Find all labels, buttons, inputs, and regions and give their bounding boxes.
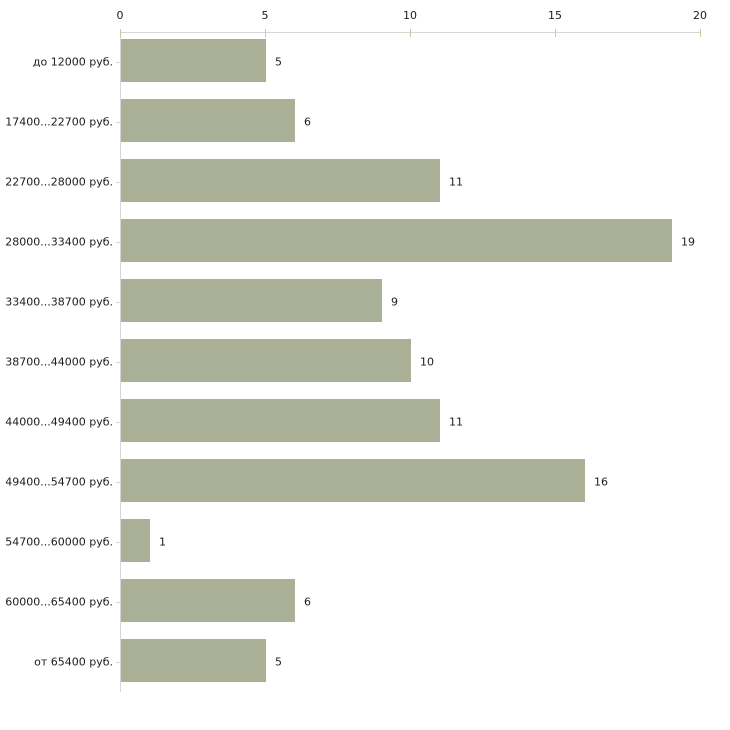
bar-row: от 65400 руб. 5 xyxy=(0,632,730,692)
x-axis-tick-label: 20 xyxy=(693,9,707,22)
bar-value-label: 19 xyxy=(681,235,695,249)
x-axis-tick-mark xyxy=(700,29,701,37)
bar-value-label: 1 xyxy=(159,535,166,549)
category-label: 28000...33400 руб. xyxy=(5,235,113,249)
bar xyxy=(121,159,440,202)
category-label: 17400...22700 руб. xyxy=(5,115,113,129)
bar-value-label: 6 xyxy=(304,595,311,609)
bar-value-label: 5 xyxy=(275,655,282,669)
category-label: 44000...49400 руб. xyxy=(5,415,113,429)
bar-value-label: 5 xyxy=(275,55,282,69)
y-axis-tick-mark xyxy=(116,602,120,603)
bar-row: 17400...22700 руб. 6 xyxy=(0,92,730,152)
bar-value-label: 10 xyxy=(420,355,434,369)
bar xyxy=(121,639,266,682)
category-label: 54700...60000 руб. xyxy=(5,535,113,549)
bar xyxy=(121,459,585,502)
y-axis-tick-mark xyxy=(116,422,120,423)
bar xyxy=(121,279,382,322)
y-axis-tick-mark xyxy=(116,662,120,663)
bar xyxy=(121,339,411,382)
category-label: 22700...28000 руб. xyxy=(5,175,113,189)
y-axis-line xyxy=(120,32,121,692)
bar-row: 60000...65400 руб. 6 xyxy=(0,572,730,632)
x-axis-tick-mark xyxy=(120,29,121,37)
y-axis-tick-mark xyxy=(116,62,120,63)
bar-row: до 12000 руб. 5 xyxy=(0,32,730,92)
bar xyxy=(121,39,266,82)
y-axis-tick-mark xyxy=(116,182,120,183)
bar-row: 54700...60000 руб. 1 xyxy=(0,512,730,572)
bar-row: 38700...44000 руб. 10 xyxy=(0,332,730,392)
bar-value-label: 11 xyxy=(449,415,463,429)
x-axis-tick-mark xyxy=(555,29,556,37)
x-axis-tick-label: 0 xyxy=(116,9,124,22)
x-axis-tick-label: 5 xyxy=(261,9,269,22)
x-axis-tick-mark xyxy=(265,29,266,37)
bar-value-label: 11 xyxy=(449,175,463,189)
bar-row: 49400...54700 руб. 16 xyxy=(0,452,730,512)
bar-value-label: 16 xyxy=(594,475,608,489)
x-axis-tick-mark xyxy=(410,29,411,37)
category-label: 49400...54700 руб. xyxy=(5,475,113,489)
category-label: 38700...44000 руб. xyxy=(5,355,113,369)
bar-row: 28000...33400 руб. 19 xyxy=(0,212,730,272)
bar xyxy=(121,579,295,622)
y-axis-tick-mark xyxy=(116,482,120,483)
bar xyxy=(121,399,440,442)
y-axis-tick-mark xyxy=(116,302,120,303)
bar-row: 22700...28000 руб. 11 xyxy=(0,152,730,212)
bar-row: 33400...38700 руб. 9 xyxy=(0,272,730,332)
category-label: от 65400 руб. xyxy=(34,655,113,669)
x-axis-tick-label: 10 xyxy=(403,9,417,22)
bar xyxy=(121,219,672,262)
category-label: до 12000 руб. xyxy=(32,55,113,69)
y-axis-tick-mark xyxy=(116,242,120,243)
bar xyxy=(121,99,295,142)
bar-value-label: 9 xyxy=(391,295,398,309)
y-axis-tick-mark xyxy=(116,122,120,123)
bar-value-label: 6 xyxy=(304,115,311,129)
bar-row: 44000...49400 руб. 11 xyxy=(0,392,730,452)
category-label: 33400...38700 руб. xyxy=(5,295,113,309)
y-axis-tick-mark xyxy=(116,362,120,363)
category-label: 60000...65400 руб. xyxy=(5,595,113,609)
y-axis-tick-mark xyxy=(116,542,120,543)
bar xyxy=(121,519,150,562)
x-axis-tick-label: 15 xyxy=(548,9,562,22)
